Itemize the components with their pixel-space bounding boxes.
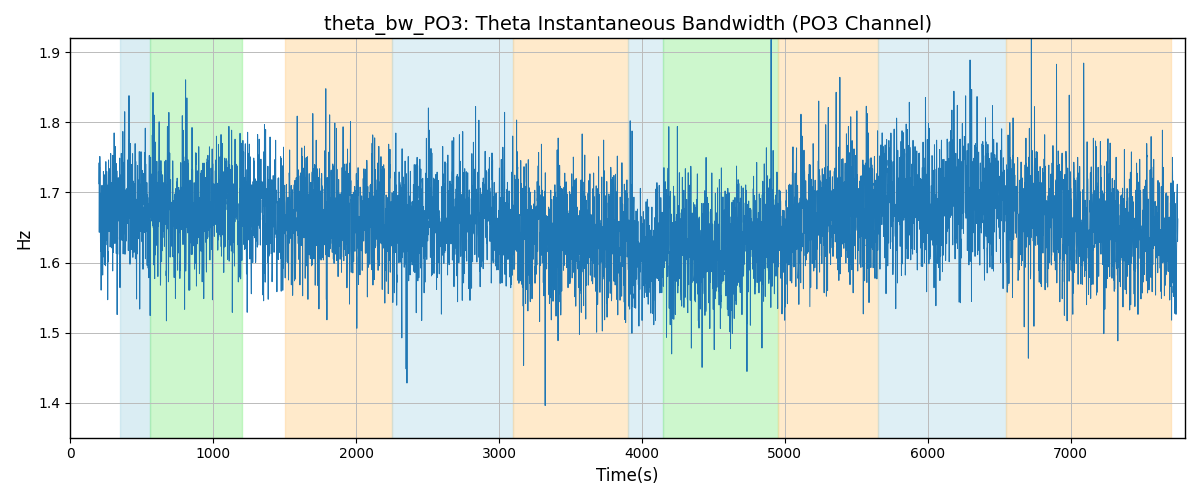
Bar [150, 38, 242, 438]
Bar [778, 38, 877, 438]
X-axis label: Time(s): Time(s) [596, 467, 659, 485]
Bar [664, 38, 778, 438]
Title: theta_bw_PO3: Theta Instantaneous Bandwidth (PO3 Channel): theta_bw_PO3: Theta Instantaneous Bandwi… [324, 15, 931, 35]
Bar [392, 38, 514, 438]
Bar [628, 38, 664, 438]
Bar [514, 38, 628, 438]
Bar [284, 38, 392, 438]
Y-axis label: Hz: Hz [14, 228, 32, 248]
Bar [1007, 38, 1171, 438]
Bar [877, 38, 1007, 438]
Bar [120, 38, 150, 438]
